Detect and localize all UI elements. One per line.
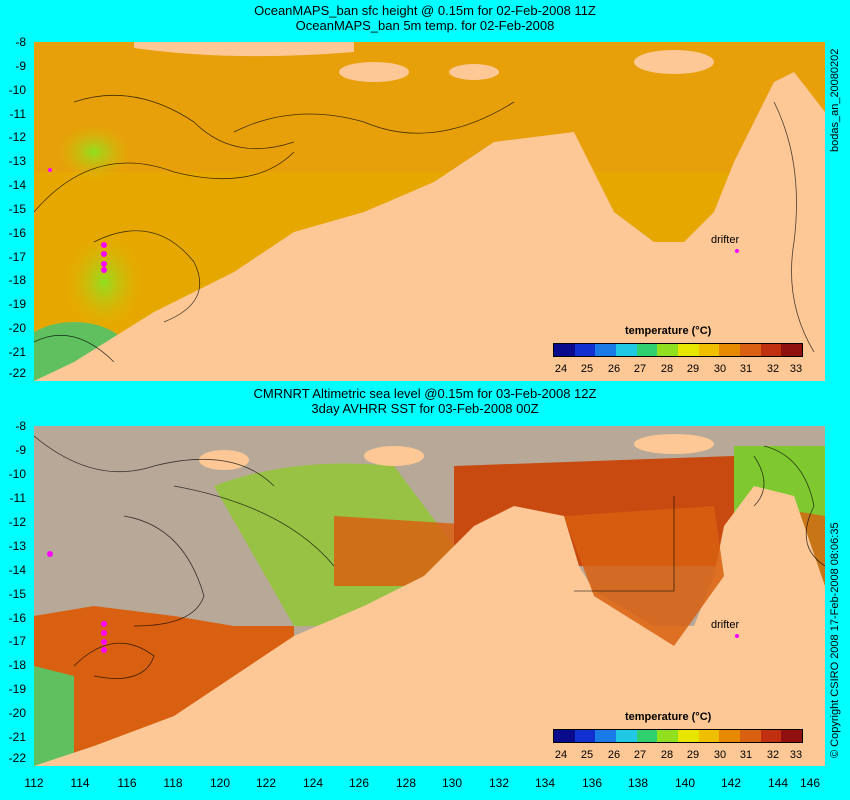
y-tick-label: -15 [8,202,26,216]
colorbar-tick: 29 [686,363,700,375]
colorbar-tick: 29 [686,749,700,761]
x-tick-label: 126 [348,776,370,790]
x-tick-label: 132 [488,776,510,790]
y-tick-label: -15 [8,587,26,601]
x-tick-label: 142 [720,776,742,790]
y-tick-label: -19 [8,297,26,311]
top-map-image [34,42,825,381]
colorbar-title: temperature (°C) [625,711,712,723]
x-tick-label: 114 [70,776,90,790]
y-tick-label: -11 [9,107,26,121]
colorbar-tick: 27 [633,363,647,375]
x-tick-label: 118 [163,776,183,790]
y-tick-label: -17 [8,250,26,264]
y-tick-label: -9 [15,443,26,457]
drifter-markers [47,551,739,653]
bottom-colorbar: temperature (°C) 24 25 26 27 28 29 30 31… [553,711,803,761]
colorbar-tick: 24 [554,749,568,761]
colorbar-tick: 30 [713,749,727,761]
y-tick-label: -13 [8,539,26,553]
colorbar-scale [553,343,803,357]
top-title-line2: OceanMAPS_ban 5m temp. for 02-Feb-2008 [295,18,555,33]
y-tick-label: -18 [8,273,26,287]
bottom-title-line1: CMRNRT Altimetric sea level @0.15m for 0… [253,386,597,401]
colorbar-tick: 31 [739,749,753,761]
x-tick-label: 122 [255,776,277,790]
x-tick-label: 120 [209,776,231,790]
y-tick-label: -14 [8,178,26,192]
x-tick-label: 134 [534,776,556,790]
bottom-drifter-label: drifter [711,619,740,631]
colorbar-tick: 26 [607,749,621,761]
colorbar-tick: 31 [739,363,753,375]
colorbar-tick: 25 [580,749,594,761]
y-tick-label: -11 [9,491,26,505]
y-tick-label: -22 [8,751,26,765]
y-tick-label: -21 [8,345,26,359]
x-tick-label: 140 [674,776,696,790]
y-tick-label: -17 [8,634,26,648]
x-tick-label: 144 [767,776,789,790]
colorbar-scale [553,729,803,743]
y-tick-label: -9 [15,59,26,73]
colorbar-tick: 33 [789,363,803,375]
drifter-markers [48,168,739,273]
y-tick-label: -8 [15,35,26,49]
colorbar-tick: 24 [554,363,568,375]
y-tick-label: -12 [8,130,26,144]
colorbar-tick: 32 [766,749,780,761]
colorbar-tick: 26 [607,363,621,375]
x-tick-label: 130 [441,776,463,790]
bottom-side-label: © Copyright CSIRO 2008 17-Feb-2008 08:06… [829,522,841,758]
y-tick-label: -10 [8,83,26,97]
colorbar-tick: 25 [580,363,594,375]
top-colorbar: temperature (°C) 24 25 26 27 28 29 30 31… [553,325,803,375]
colorbar-tick: 32 [766,363,780,375]
y-tick-label: -13 [8,154,26,168]
y-tick-label: -19 [8,682,26,696]
x-tick-label: 112 [24,776,44,790]
y-tick-label: -20 [8,321,26,335]
colorbar-tick: 27 [633,749,647,761]
y-tick-label: -22 [8,366,26,380]
y-tick-label: -20 [8,706,26,720]
australia-land [34,72,825,381]
colorbar-tick: 28 [660,749,674,761]
y-tick-label: -10 [8,467,26,481]
top-map-panel [34,42,825,381]
y-tick-label: -8 [15,419,26,433]
top-title-line1: OceanMAPS_ban sfc height @ 0.15m for 02-… [254,3,596,18]
x-tick-label: 146 [799,776,821,790]
x-tick-label: 136 [581,776,603,790]
colorbar-tick: 28 [660,363,674,375]
y-tick-label: -12 [8,515,26,529]
x-tick-label: 128 [395,776,417,790]
y-tick-label: -14 [8,563,26,577]
x-tick-label: 116 [117,776,137,790]
bottom-map-panel [34,426,825,766]
top-side-label: bodas_an_20080202 [829,48,841,152]
x-tick-label: 138 [627,776,649,790]
y-tick-label: -21 [8,730,26,744]
y-tick-label: -18 [8,658,26,672]
australia-land [34,486,825,766]
colorbar-tick: 33 [789,749,803,761]
x-tick-label: 124 [302,776,324,790]
bottom-title-line2: 3day AVHRR SST for 03-Feb-2008 00Z [311,401,539,416]
top-drifter-label: drifter [711,234,740,246]
y-tick-label: -16 [8,611,26,625]
y-tick-label: -16 [8,226,26,240]
colorbar-tick: 30 [713,363,727,375]
bottom-map-image [34,426,825,766]
colorbar-title: temperature (°C) [625,325,712,337]
